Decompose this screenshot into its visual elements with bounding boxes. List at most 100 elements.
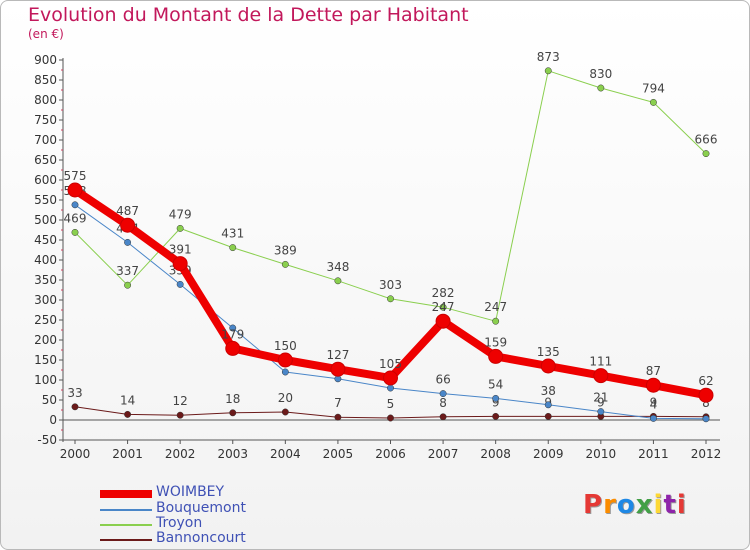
- data-label: 179: [221, 327, 244, 341]
- data-point: [225, 340, 241, 356]
- legend-label: Bannoncourt: [156, 530, 246, 546]
- data-point: [229, 409, 237, 417]
- y-tick-label: 800: [34, 93, 57, 107]
- data-point: [172, 256, 188, 272]
- data-point: [439, 303, 447, 311]
- data-point: [229, 324, 237, 332]
- data-point: [597, 408, 605, 416]
- data-point: [281, 408, 289, 416]
- logo-letter: t: [663, 490, 677, 520]
- data-label: 830: [589, 67, 612, 81]
- data-label: 389: [274, 243, 297, 257]
- y-tick-label: 600: [34, 173, 57, 187]
- data-point: [492, 394, 500, 402]
- data-point: [597, 84, 605, 92]
- legend-label: Troyon: [156, 515, 203, 531]
- data-label: 469: [64, 211, 87, 225]
- data-label: 4: [650, 397, 658, 411]
- x-tick-label: 2002: [165, 447, 196, 461]
- data-label: 150: [274, 339, 297, 353]
- data-label: 337: [116, 264, 139, 278]
- data-label: 575: [64, 169, 87, 183]
- y-tick-label: 550: [34, 193, 57, 207]
- data-point: [71, 201, 79, 209]
- data-point: [229, 244, 237, 252]
- data-point: [124, 281, 132, 289]
- y-tick-label: 50: [42, 393, 57, 407]
- data-label: 431: [221, 227, 244, 241]
- data-label: 666: [695, 133, 718, 147]
- logo-letter: r: [603, 490, 617, 520]
- unit-label: (en €): [28, 27, 64, 41]
- data-point: [281, 368, 289, 376]
- data-point: [124, 238, 132, 246]
- y-tick-label: 150: [34, 353, 57, 367]
- data-point: [649, 414, 657, 422]
- legend-swatch: [100, 509, 152, 511]
- data-point: [540, 358, 556, 374]
- data-point: [387, 414, 394, 422]
- y-tick-label: 0: [49, 413, 57, 427]
- data-label: 54: [488, 377, 503, 391]
- data-label: 12: [173, 394, 188, 408]
- data-label: 282: [432, 286, 455, 300]
- data-label: 33: [67, 386, 82, 400]
- data-point: [71, 403, 79, 411]
- data-label: 127: [326, 348, 349, 362]
- logo-letter: x: [635, 490, 654, 520]
- data-label: 487: [116, 204, 139, 218]
- data-label: 20: [278, 391, 293, 405]
- y-tick-label: 750: [34, 113, 57, 127]
- y-tick-label: 500: [34, 213, 57, 227]
- x-tick-label: 2006: [375, 447, 406, 461]
- data-label: 159: [484, 335, 507, 349]
- data-point: [176, 411, 184, 419]
- data-label: 247: [484, 300, 507, 314]
- data-point: [544, 412, 552, 420]
- data-point: [387, 384, 394, 392]
- data-label: 38: [541, 384, 556, 398]
- y-tick-label: 100: [34, 373, 57, 387]
- legend-swatch: [100, 539, 152, 541]
- data-point: [71, 228, 79, 236]
- x-tick-label: 2004: [270, 447, 301, 461]
- data-point: [544, 401, 552, 409]
- data-label: 9: [597, 395, 605, 409]
- legend-swatch: [100, 524, 152, 526]
- logo-letter: o: [616, 490, 636, 520]
- data-label: 105: [379, 357, 402, 371]
- x-tick-label: 2011: [638, 447, 669, 461]
- data-point: [67, 182, 83, 198]
- data-point: [439, 413, 447, 421]
- data-point: [176, 224, 184, 232]
- data-label: 479: [169, 207, 192, 221]
- legend-label: WOIMBEY: [156, 484, 225, 500]
- data-point: [645, 377, 661, 393]
- x-tick-label: 2005: [323, 447, 354, 461]
- data-point: [492, 412, 500, 420]
- x-tick-label: 2012: [691, 447, 722, 461]
- y-tick-label: -50: [37, 433, 57, 447]
- data-point: [702, 150, 710, 158]
- legend-label: Bouquemont: [156, 500, 246, 516]
- data-point: [176, 280, 184, 288]
- data-point: [488, 348, 504, 364]
- x-tick-label: 2000: [60, 447, 91, 461]
- data-label: 391: [169, 243, 192, 257]
- data-label: 8: [702, 396, 710, 410]
- data-point: [492, 317, 500, 325]
- logo-letter: i: [653, 490, 664, 520]
- data-point: [544, 67, 552, 75]
- data-point: [281, 260, 289, 268]
- y-tick-label: 400: [34, 253, 57, 267]
- data-point: [124, 410, 132, 418]
- data-label: 9: [492, 395, 500, 409]
- data-label: 66: [435, 373, 450, 387]
- data-point: [330, 361, 346, 377]
- x-tick-label: 2008: [480, 447, 511, 461]
- data-label: 794: [642, 81, 665, 95]
- x-tick-label: 2010: [586, 447, 617, 461]
- data-label: 303: [379, 278, 402, 292]
- data-label: 8: [439, 396, 447, 410]
